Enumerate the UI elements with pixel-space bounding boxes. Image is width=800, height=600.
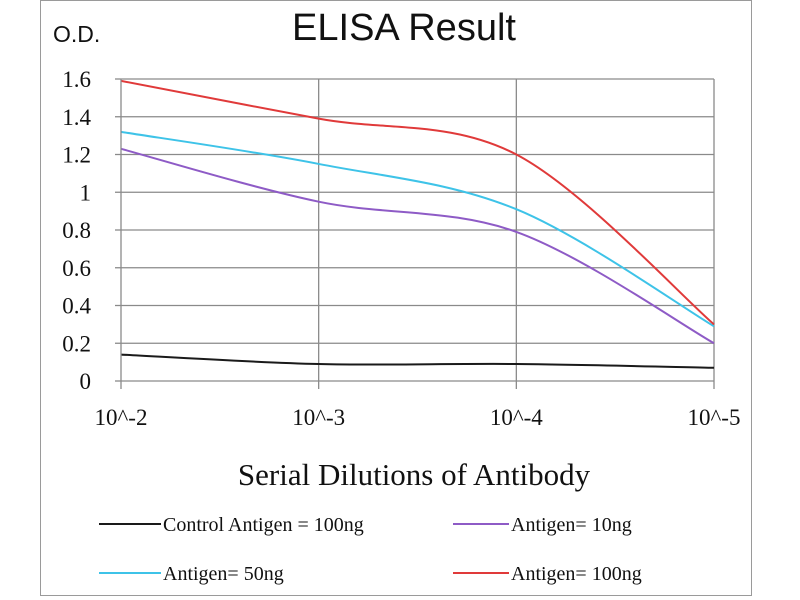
series-line [120,130,715,328]
legend: Control Antigen = 100ng Antigen= 10ng Anti… [99,514,642,585]
series-line [120,147,715,345]
series-line [120,353,715,369]
series-lines [120,79,715,369]
y-tick-label: 0.4 [62,294,91,319]
y-tick-label: 1 [80,180,92,205]
legend-label: Control Antigen = 100ng [163,514,364,536]
x-axis-label: Serial Dilutions of Antibody [238,457,591,492]
x-tick-label: 10^-5 [688,405,741,430]
chart-frame: 0 0.2 0.4 0.6 0.8 1 1.2 1.4 1.6 10^-2 10^-3 10^-4 10… [40,0,752,596]
y-tick-label: 0.2 [62,331,91,356]
legend-label: Antigen= 50ng [163,563,284,585]
y-tick-label: 1.6 [62,67,91,92]
x-tick-label: 10^-4 [490,405,543,430]
grid [121,78,715,382]
x-tick-label: 10^-3 [292,405,345,430]
y-axis-label: O.D. [53,21,100,47]
chart-title: ELISA Result [292,7,516,49]
y-tick-label: 0 [80,369,92,394]
series-line [120,79,715,326]
y-tick-label: 1.4 [62,105,91,130]
axes: 0 0.2 0.4 0.6 0.8 1 1.2 1.4 1.6 10^-2 10^-3 10^-4 10… [62,67,740,430]
legend-label: Antigen= 100ng [511,563,642,585]
x-tick-label: 10^-2 [95,405,148,430]
y-tick-label: 0.8 [62,218,91,243]
y-tick-label: 1.2 [62,143,91,168]
y-tick-label: 0.6 [62,256,91,281]
elisa-chart: 0 0.2 0.4 0.6 0.8 1 1.2 1.4 1.6 10^-2 10^-3 10^-4 10… [53,7,740,585]
legend-label: Antigen= 10ng [511,514,632,536]
